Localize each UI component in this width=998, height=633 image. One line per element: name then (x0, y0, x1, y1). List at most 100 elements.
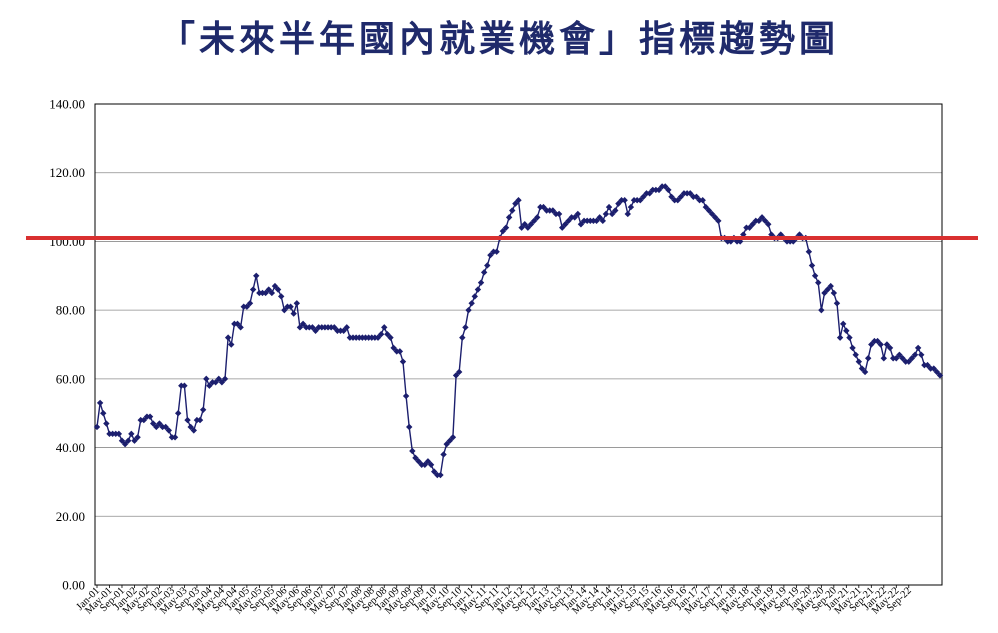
y-tick-label: 20.00 (56, 509, 85, 524)
data-point (824, 286, 831, 293)
data-point (534, 214, 541, 221)
data-point (933, 368, 941, 376)
data-point (203, 375, 210, 383)
data-point (662, 183, 669, 190)
data-point (165, 427, 173, 434)
data-point (758, 214, 766, 221)
data-point (571, 214, 578, 221)
data-point (527, 221, 535, 228)
data-point (521, 221, 528, 228)
data-point (883, 341, 891, 348)
data-point (271, 282, 279, 290)
data-point (431, 468, 438, 475)
data-point (846, 334, 853, 341)
data-point (509, 207, 516, 214)
data-point (196, 416, 204, 424)
data-point (805, 248, 813, 255)
data-point (512, 200, 519, 207)
data-point (833, 300, 841, 307)
data-point (524, 224, 532, 231)
data-point (612, 207, 619, 214)
data-point (437, 471, 444, 479)
data-point (755, 217, 763, 225)
data-point (827, 282, 834, 290)
data-point (174, 410, 182, 417)
data-point (262, 289, 269, 297)
data-point (199, 406, 207, 413)
data-point (384, 330, 391, 338)
data-point (761, 217, 769, 225)
data-point (249, 286, 257, 293)
data-point (840, 320, 847, 328)
data-point (749, 221, 756, 228)
data-point (409, 447, 416, 455)
data-point (128, 430, 135, 438)
data-point (234, 320, 241, 328)
data-point (224, 334, 232, 341)
data-point (243, 303, 251, 310)
data-point (899, 355, 906, 362)
x-axis-ticks: Jan-01May-01Sep-01Jan-02May-02Sep-02Jan-… (75, 585, 914, 617)
data-point (187, 423, 194, 431)
data-point (518, 224, 525, 231)
data-point (455, 368, 463, 376)
data-point (677, 193, 685, 200)
data-point (299, 320, 307, 328)
data-point (468, 300, 475, 307)
data-point (253, 272, 260, 279)
data-point (830, 289, 838, 297)
data-point (331, 324, 338, 331)
data-point (427, 461, 435, 468)
data-point (599, 217, 606, 225)
data-point (858, 365, 866, 372)
data-point (777, 231, 784, 238)
data-point (540, 203, 547, 211)
data-point (499, 227, 507, 235)
data-point (412, 454, 419, 462)
data-point (150, 420, 157, 427)
plot-area (94, 103, 943, 586)
data-point (936, 372, 944, 379)
data-point (134, 434, 141, 441)
data-point (309, 324, 316, 331)
data-point (181, 382, 188, 389)
data-point (574, 210, 582, 218)
data-point (674, 197, 681, 204)
data-point (808, 262, 816, 269)
y-tick-label: 80.00 (56, 303, 85, 318)
data-point (877, 341, 884, 348)
data-point (390, 344, 397, 352)
data-point (381, 324, 388, 331)
data-point (562, 221, 569, 228)
data-point (746, 224, 753, 231)
data-point (477, 279, 485, 286)
y-axis-ticks: 0.0020.0040.0060.0080.00100.00120.00140.… (49, 97, 85, 593)
data-point (914, 344, 922, 352)
data-point (153, 423, 160, 431)
data-point (449, 434, 457, 441)
data-point (218, 379, 226, 386)
y-tick-label: 40.00 (56, 440, 85, 455)
data-point (596, 214, 603, 221)
data-point (459, 334, 466, 341)
data-point (340, 327, 347, 334)
data-point (640, 193, 647, 200)
data-point (886, 344, 894, 352)
data-point (740, 231, 747, 238)
data-point (484, 262, 491, 269)
data-point (237, 324, 244, 331)
data-point (246, 300, 254, 307)
data-point (228, 341, 235, 348)
data-point (615, 200, 622, 207)
data-point (121, 440, 129, 448)
series-line (96, 185, 941, 476)
data-point (374, 334, 382, 341)
data-point (815, 279, 822, 286)
data-point (790, 238, 797, 245)
chart-title: 「未來半年國內就業機會」指標趨勢圖 (158, 18, 839, 60)
data-point (655, 186, 663, 194)
data-point (712, 214, 719, 221)
data-point (608, 210, 616, 218)
data-point (624, 210, 631, 218)
